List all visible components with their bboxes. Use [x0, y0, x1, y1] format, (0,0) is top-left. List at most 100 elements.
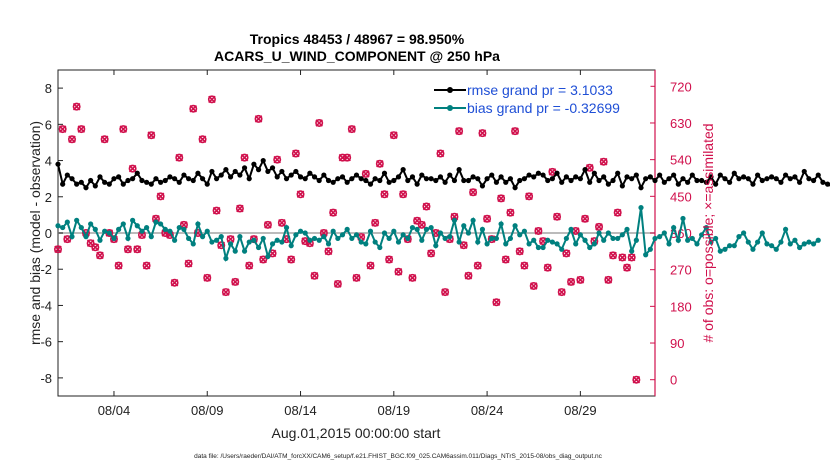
- rmse-point: [703, 179, 709, 185]
- rmse-point: [461, 177, 467, 184]
- obs-assimilated-marker: [236, 204, 244, 213]
- rmse-point: [148, 181, 154, 187]
- bias-point: [339, 232, 346, 238]
- obs-assimilated-marker: [96, 251, 104, 260]
- obs-possible-marker: [63, 235, 72, 244]
- x-tick-label: 08/09: [191, 403, 224, 418]
- bias-point: [195, 221, 201, 227]
- rmse-point: [615, 170, 621, 176]
- bias-point: [190, 241, 196, 247]
- rmse-point: [428, 176, 434, 182]
- bias-point: [657, 234, 663, 240]
- obs-assimilated-marker: [142, 261, 151, 270]
- bias-point: [241, 248, 248, 254]
- obs-possible-marker: [455, 127, 464, 136]
- obs-possible-marker: [114, 261, 123, 270]
- obs-assimilated-marker: [371, 219, 379, 227]
- obs-assimilated-marker: [212, 206, 221, 215]
- rmse-point: [246, 176, 252, 182]
- rmse-point: [274, 174, 280, 180]
- obs-possible-marker: [567, 277, 576, 286]
- rmse-point: [97, 174, 103, 180]
- rmse-point: [195, 170, 201, 176]
- obs-possible-marker: [483, 214, 492, 223]
- obs-possible-marker: [72, 102, 81, 111]
- rmse-point: [824, 181, 830, 187]
- obs-assimilated-marker: [581, 214, 589, 223]
- bias-point: [409, 224, 416, 231]
- obs-possible-marker: [469, 188, 478, 197]
- x-tick-label: 08/04: [98, 403, 131, 418]
- obs-assimilated-marker: [54, 245, 62, 254]
- rmse-point: [489, 172, 495, 178]
- obs-assimilated-marker: [604, 276, 613, 284]
- rmse-point: [395, 174, 402, 180]
- obs-possible-marker: [259, 255, 268, 264]
- bias-point: [88, 221, 94, 227]
- bias-point: [778, 239, 784, 245]
- obs-possible-marker: [375, 159, 384, 168]
- obs-assimilated-marker: [231, 278, 239, 286]
- bias-point: [428, 224, 434, 231]
- obs-assimilated-marker: [418, 221, 426, 229]
- bias-point: [545, 237, 551, 243]
- obs-assimilated-marker: [609, 251, 617, 260]
- obs-assimilated-marker: [501, 255, 510, 264]
- rmse-point: [479, 183, 486, 189]
- obs-possible-marker: [212, 206, 221, 215]
- bias-point: [199, 234, 206, 240]
- bias-point: [83, 234, 89, 240]
- obs-assimilated-marker: [441, 288, 449, 296]
- y-left-tick-label: 4: [45, 154, 52, 169]
- rmse-point: [521, 176, 528, 182]
- rmse-point: [507, 176, 514, 182]
- obs-assimilated-marker: [348, 125, 356, 133]
- y-left-tick-label: -6: [40, 335, 52, 350]
- obs-possible-marker: [553, 212, 562, 221]
- obs-assimilated-marker: [464, 272, 473, 280]
- rmse-point: [675, 181, 681, 187]
- obs-assimilated-marker: [315, 119, 323, 127]
- obs-possible-marker: [198, 135, 207, 144]
- bias-point: [223, 255, 229, 261]
- rmse-point: [199, 176, 206, 182]
- obs-assimilated-marker: [399, 190, 407, 199]
- rmse-point: [204, 181, 210, 187]
- bias-point: [638, 205, 644, 211]
- obs-assimilated-marker: [343, 153, 351, 162]
- bias-point: [213, 237, 220, 243]
- legend-bias-marker: [447, 105, 453, 111]
- rmse-point: [92, 183, 98, 189]
- rmse-point: [755, 172, 761, 178]
- bias-point: [246, 239, 252, 245]
- bias-point: [353, 232, 360, 238]
- rmse-point: [540, 172, 546, 178]
- bias-point: [484, 241, 490, 247]
- bias-point: [577, 232, 583, 238]
- bias-point: [652, 235, 658, 242]
- rmse-point: [372, 176, 378, 182]
- bias-point: [414, 226, 420, 232]
- rmse-point: [55, 161, 61, 167]
- obs-assimilated-marker: [119, 125, 128, 133]
- obs-possible-marker: [389, 131, 398, 140]
- rmse-point: [358, 176, 364, 182]
- rmse-point: [657, 172, 663, 178]
- obs-possible-marker: [627, 253, 636, 262]
- bias-point: [307, 237, 313, 243]
- rmse-point: [796, 179, 803, 185]
- obs-assimilated-marker: [394, 267, 403, 276]
- bias-point: [227, 241, 234, 247]
- obs-possible-marker: [459, 241, 468, 250]
- rmse-point: [213, 176, 220, 182]
- bias-point: [255, 244, 262, 251]
- rmse-point: [671, 172, 677, 178]
- rmse-point: [787, 176, 793, 182]
- y-right-tick-label: 720: [670, 79, 692, 94]
- rmse-point: [503, 179, 509, 185]
- rmse-point: [582, 167, 588, 173]
- bias-point: [209, 239, 215, 245]
- obs-possible-marker: [408, 273, 417, 282]
- obs-assimilated-marker: [623, 263, 631, 272]
- bias-point: [69, 234, 75, 240]
